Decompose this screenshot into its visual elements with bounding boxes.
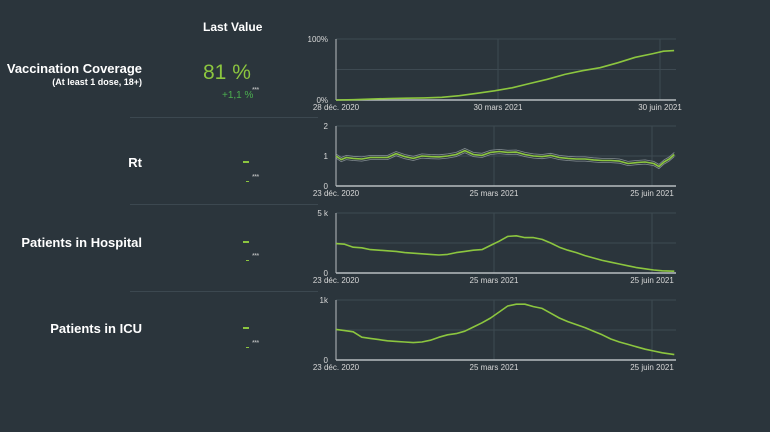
x-tick-label: 23 déc. 2020	[313, 363, 360, 372]
x-tick-label: 25 mars 2021	[470, 276, 519, 285]
row-separator	[130, 117, 318, 118]
footnote-rt: ***	[252, 174, 259, 181]
y-tick-label: 100%	[308, 35, 328, 44]
footnote-vaccination: ***	[252, 87, 259, 94]
x-tick-label: 25 juin 2021	[630, 363, 674, 372]
y-tick-label: 0	[324, 356, 329, 365]
delta-icu	[246, 347, 249, 348]
row-label-rt: Rt	[128, 155, 142, 170]
x-tick-label: 25 juin 2021	[630, 189, 674, 198]
series-line	[335, 235, 675, 272]
last-value-rt	[243, 161, 249, 163]
y-tick-label: 2	[324, 122, 329, 131]
x-tick-label: 30 juin 2021	[638, 103, 682, 112]
last-value-hospital	[243, 241, 249, 243]
delta-hospital	[246, 260, 249, 261]
y-tick-label: 1k	[320, 296, 329, 305]
y-tick-label: 0%	[316, 96, 328, 105]
y-tick-label: 0	[324, 269, 329, 278]
delta-vaccination: +1,1 %	[222, 90, 254, 101]
row-sublabel-vaccination: (At least 1 dose, 18+)	[52, 77, 142, 87]
row-label-hospital: Patients in Hospital	[21, 235, 142, 250]
x-tick-label: 25 juin 2021	[630, 276, 674, 285]
x-tick-label: 25 mars 2021	[470, 363, 519, 372]
confidence-upper-line	[335, 148, 675, 165]
row-separator	[130, 291, 318, 292]
last-value-vaccination: 81 %	[203, 61, 251, 84]
x-tick-label: 23 déc. 2020	[313, 276, 360, 285]
row-separator	[130, 204, 318, 205]
footnote-icu: ***	[252, 340, 259, 347]
last-value-icu	[243, 327, 249, 329]
row-label-icu: Patients in ICU	[50, 321, 142, 336]
row-label-vaccination: Vaccination Coverage	[6, 61, 142, 76]
x-tick-label: 28 déc. 2020	[313, 103, 360, 112]
y-tick-label: 1	[324, 152, 329, 161]
delta-rt	[246, 181, 249, 182]
x-tick-label: 30 mars 2021	[474, 103, 523, 112]
footnote-hospital: ***	[252, 253, 259, 260]
y-tick-label: 5 k	[317, 209, 329, 218]
y-tick-label: 0	[324, 182, 329, 191]
x-tick-label: 23 déc. 2020	[313, 189, 360, 198]
last-value-header: Last Value	[203, 20, 263, 34]
x-tick-label: 25 mars 2021	[470, 189, 519, 198]
confidence-lower-line	[335, 152, 675, 170]
series-line	[335, 49, 675, 101]
series-line	[335, 303, 675, 356]
